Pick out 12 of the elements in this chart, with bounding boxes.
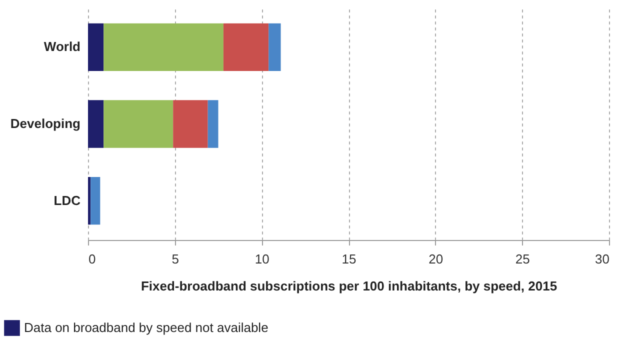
y-tick-label: LDC: [54, 192, 82, 208]
legend-label: Data on broadband by speed not available: [24, 320, 268, 335]
y-tick-label: World: [44, 39, 81, 54]
x-axis-title: Fixed-broadband subscriptions per 100 inhabitants, by speed, 2015: [140, 278, 558, 294]
x-tick-label: 5: [172, 252, 179, 266]
x-tick-label: 15: [342, 252, 356, 266]
x-tick-label: 25: [515, 252, 530, 266]
y-tick-label: Developing: [10, 116, 81, 131]
x-tick-label: 0: [88, 252, 96, 266]
x-tick-label: 10: [254, 252, 270, 266]
x-tick-label: 20: [428, 252, 444, 266]
x-tick-label: 30: [595, 252, 610, 266]
